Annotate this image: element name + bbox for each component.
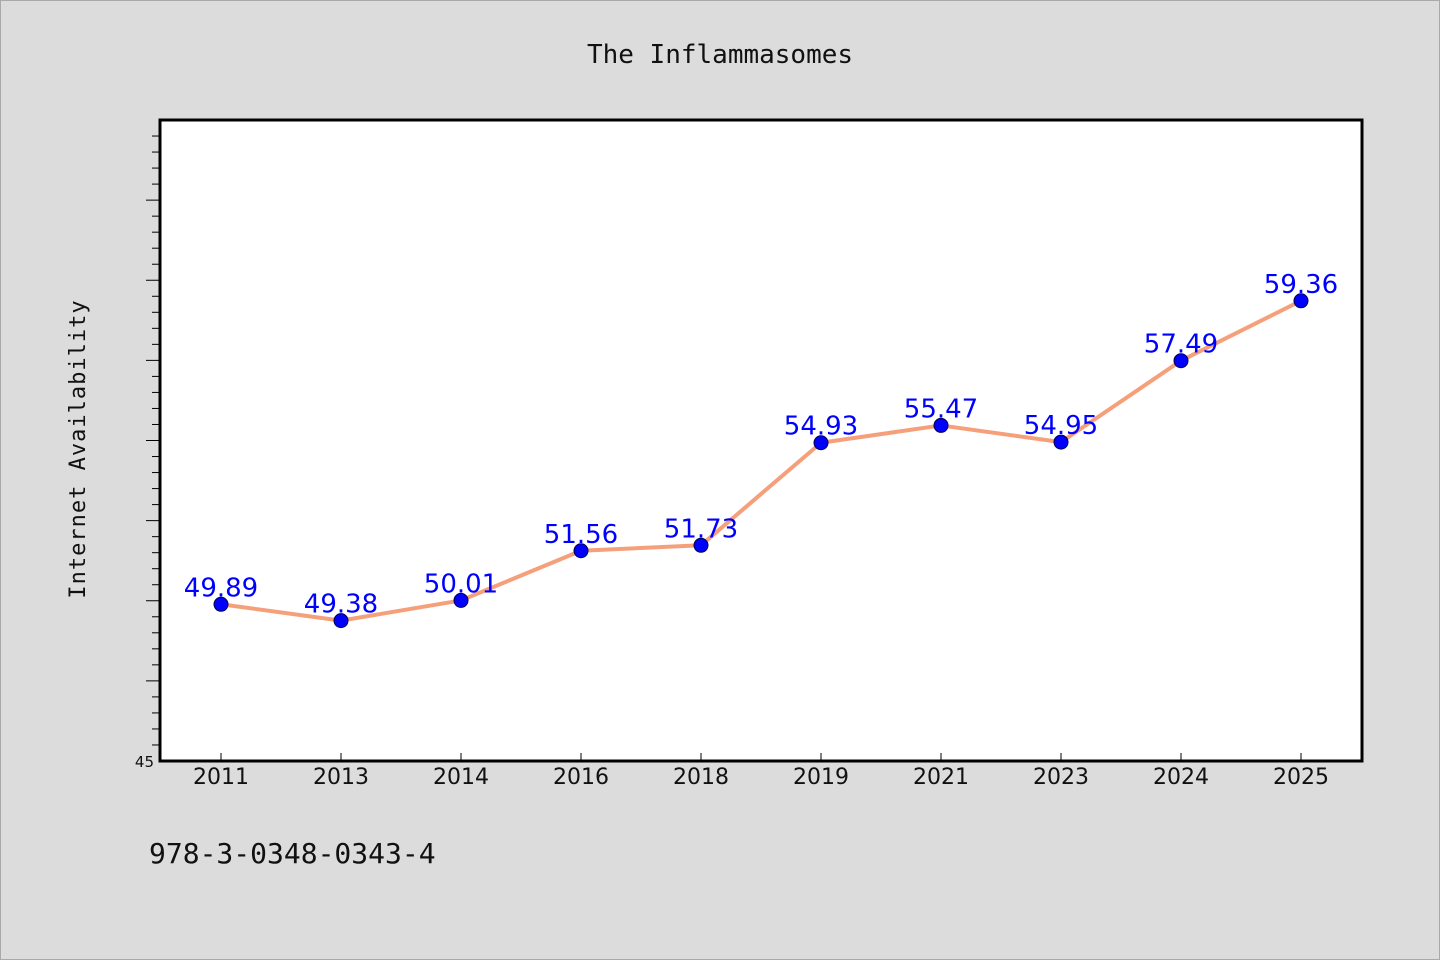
plot-area xyxy=(158,118,1364,763)
data-point xyxy=(573,543,589,559)
x-tick-label: 2013 xyxy=(313,765,369,790)
x-tick-label: 2021 xyxy=(913,765,969,790)
data-label: 51.56 xyxy=(544,520,618,550)
x-tick-label: 2011 xyxy=(193,765,249,790)
x-tick-label: 2019 xyxy=(793,765,849,790)
x-tick-label: 2025 xyxy=(1273,765,1329,790)
y-axis-label: Internet Availability xyxy=(66,299,91,598)
x-tick-label: 2018 xyxy=(673,765,729,790)
data-point xyxy=(453,592,469,608)
data-label: 54.93 xyxy=(784,412,858,442)
series-line xyxy=(219,298,1303,623)
data-label: 59.36 xyxy=(1264,270,1338,300)
y-tick-label: 45 xyxy=(135,753,154,771)
data-point xyxy=(933,417,949,433)
data-label: 51.73 xyxy=(664,514,738,544)
x-tick-label: 2014 xyxy=(433,765,489,790)
y-axis-ticks xyxy=(146,135,160,746)
data-label: 49.38 xyxy=(304,590,378,620)
data-label: 49.89 xyxy=(184,573,258,603)
x-tick-label: 2024 xyxy=(1153,765,1209,790)
x-tick-label: 2023 xyxy=(1033,765,1089,790)
data-label: 57.49 xyxy=(1144,330,1218,360)
data-point xyxy=(1053,434,1069,450)
series-layer: 49.89 49.38 50.01 51.56 51.73 54.93 55.47 54.95… xyxy=(184,270,1338,629)
data-point xyxy=(1293,293,1309,309)
data-point xyxy=(333,613,349,629)
x-tick-label: 2016 xyxy=(553,765,609,790)
data-label: 50.01 xyxy=(424,569,498,599)
data-point xyxy=(1173,353,1189,369)
data-point xyxy=(813,435,829,451)
x-axis-ticks: 2011 2013 2014 2016 2018 2019 2021 2023 2024 2025 xyxy=(193,753,1329,790)
chart-title: The Inflammasomes xyxy=(587,40,853,70)
data-label: 54.95 xyxy=(1024,411,1098,441)
data-point xyxy=(213,596,229,612)
data-label: 55.47 xyxy=(904,394,978,424)
data-point xyxy=(693,537,709,553)
isbn-footer: 978-3-0348-0343-4 xyxy=(149,837,436,870)
